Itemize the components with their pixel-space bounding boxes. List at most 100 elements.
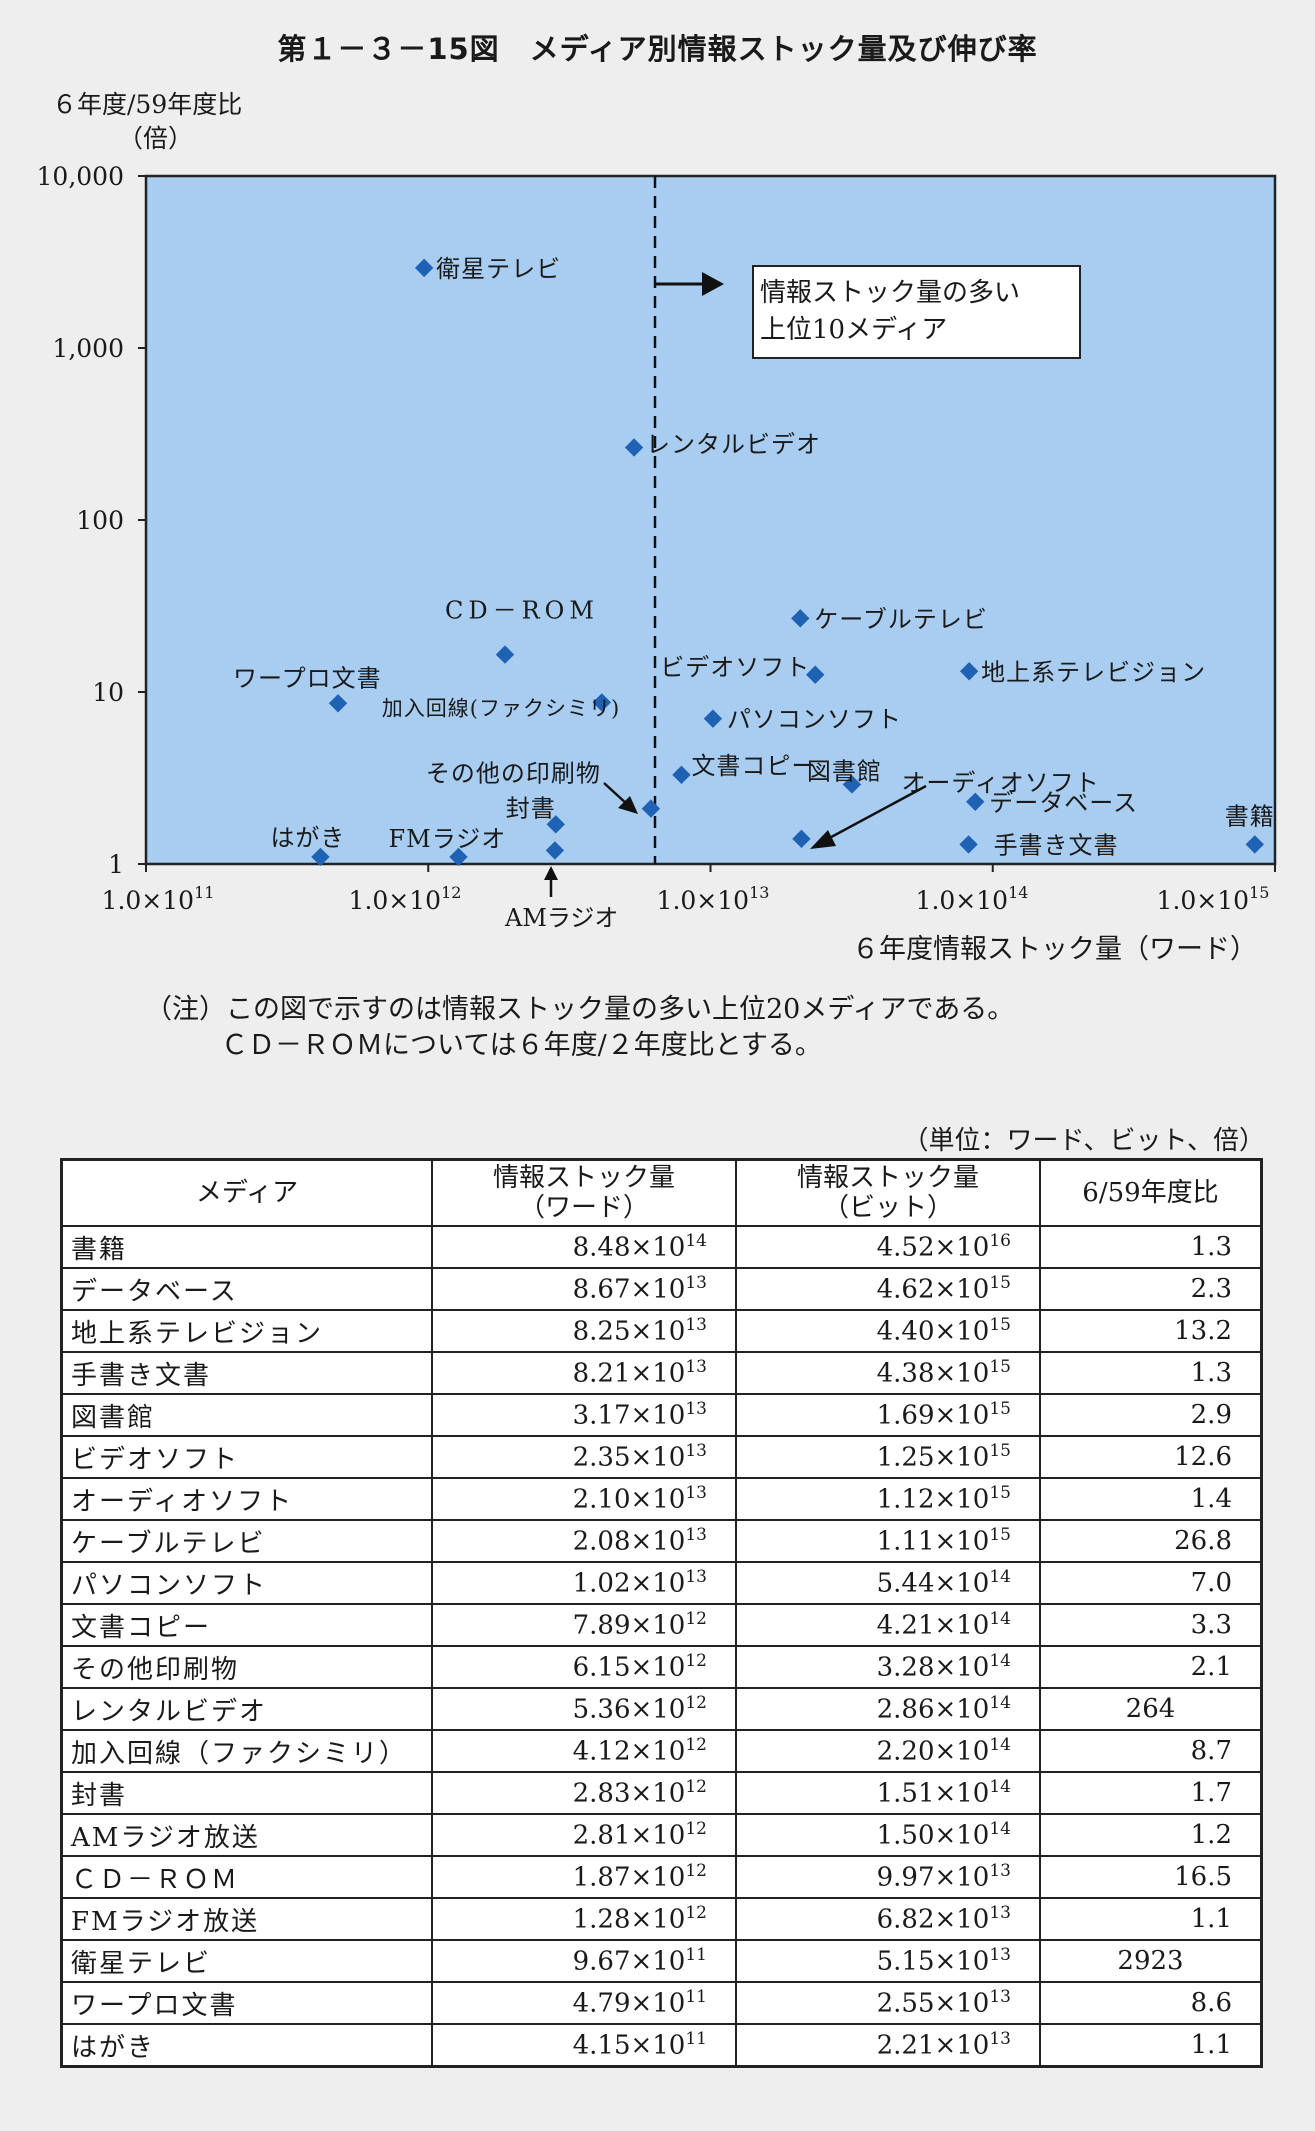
table-row: ＣＤ－ＲＯＭ 1.87×1012 9.97×1013 16.5	[60, 1855, 1263, 1899]
table-row: 衛星テレビ 9.67×1011 5.15×1013 2923	[60, 1939, 1263, 1983]
cell-words: 1.87×1012	[431, 1855, 737, 1899]
cell-bits-exponent: 14	[989, 1609, 1011, 1630]
table-row: FMラジオ放送 1.28×1012 6.82×1013 1.1	[60, 1897, 1263, 1941]
data-point	[414, 258, 434, 278]
y-tick-label: 10	[92, 678, 124, 707]
cell-words-mantissa: 9.67×10	[572, 1946, 686, 1977]
table-row: レンタルビデオ 5.36×1012 2.86×1014 264	[60, 1687, 1263, 1731]
point-label: レンタルビデオ	[646, 430, 821, 458]
cell-words-mantissa: 3.17×10	[572, 1400, 686, 1431]
table-row: ワープロ文書 4.79×1011 2.55×1013 8.6	[60, 1981, 1263, 2025]
table-row: はがき 4.15×1011 2.21×1013 1.1	[60, 2023, 1263, 2068]
cell-bits-mantissa: 6.82×10	[876, 1904, 990, 1935]
cell-words-exponent: 14	[685, 1231, 707, 1252]
cell-words: 4.79×1011	[431, 1981, 737, 2025]
cell-words: 8.25×1013	[431, 1309, 737, 1353]
cell-bits-mantissa: 1.50×10	[876, 1820, 990, 1851]
cell-bits-exponent: 15	[989, 1525, 1011, 1546]
cell-words: 1.02×1013	[431, 1561, 737, 1605]
table-row: オーディオソフト 2.10×1013 1.12×1015 1.4	[60, 1477, 1263, 1521]
cell-words: 2.35×1013	[431, 1435, 737, 1479]
cell-words: 2.10×1013	[431, 1477, 737, 1521]
cell-bits-exponent: 14	[989, 1567, 1011, 1588]
y-ticks: 1 10 100 1,000 10,000	[37, 162, 146, 879]
y-axis-label-line2: （倍）	[118, 124, 193, 153]
cell-bits: 9.97×1013	[735, 1855, 1041, 1899]
cell-bits-mantissa: 4.38×10	[876, 1358, 990, 1389]
cell-words-mantissa: 1.02×10	[572, 1568, 686, 1599]
cell-words: 2.08×1013	[431, 1519, 737, 1563]
cell-words-exponent: 13	[685, 1399, 707, 1420]
cell-bits-exponent: 14	[989, 1735, 1011, 1756]
cell-bits-exponent: 15	[989, 1441, 1011, 1462]
data-point	[791, 609, 810, 628]
cell-ratio: 13.2	[1039, 1309, 1263, 1353]
data-point	[703, 709, 723, 728]
cell-bits-mantissa: 2.86×10	[876, 1694, 990, 1725]
cell-words: 2.83×1012	[431, 1771, 737, 1815]
point-label: FMラジオ	[389, 825, 507, 853]
data-point	[311, 847, 330, 867]
cell-words-mantissa: 4.79×10	[572, 1988, 686, 2019]
cell-bits-exponent: 15	[989, 1357, 1011, 1378]
cell-bits-mantissa: 3.28×10	[876, 1652, 990, 1683]
cell-media: 地上系テレビジョン	[60, 1309, 433, 1353]
cell-bits-exponent: 13	[989, 1945, 1011, 1966]
cell-words-exponent: 13	[685, 1273, 707, 1294]
cell-ratio: 12.6	[1039, 1435, 1263, 1479]
cell-bits: 2.86×1014	[735, 1687, 1041, 1731]
table-row: AMラジオ放送 2.81×1012 1.50×1014 1.2	[60, 1813, 1263, 1857]
cell-words-mantissa: 2.08×10	[572, 1526, 686, 1557]
cell-words-exponent: 13	[685, 1483, 707, 1504]
data-point	[328, 694, 348, 713]
cell-bits-mantissa: 1.25×10	[876, 1442, 990, 1473]
cell-bits-exponent: 15	[989, 1315, 1011, 1336]
cell-media: 封書	[60, 1771, 433, 1815]
cell-media: ビデオソフト	[60, 1435, 433, 1479]
cell-bits: 5.44×1014	[735, 1561, 1041, 1605]
cell-words-exponent: 12	[685, 1651, 707, 1672]
cell-bits: 5.15×1013	[735, 1939, 1041, 1983]
table-row: 書籍 8.48×1014 4.52×1016 1.3	[60, 1225, 1263, 1269]
table-row: パソコンソフト 1.02×1013 5.44×1014 7.0	[60, 1561, 1263, 1605]
cell-words-exponent: 11	[685, 2029, 707, 2050]
point-label: 手書き文書	[994, 831, 1119, 859]
cell-ratio: 26.8	[1039, 1519, 1263, 1563]
table-row: ケーブルテレビ 2.08×1013 1.11×1015 26.8	[60, 1519, 1263, 1563]
cell-bits-mantissa: 2.55×10	[876, 1988, 990, 2019]
misc-print-arrow-head	[618, 796, 638, 814]
data-table: メディア 情報ストック量 （ワード） 情報ストック量 （ビット） 6/59年度比…	[60, 1158, 1263, 2068]
cell-ratio: 2.9	[1039, 1393, 1263, 1437]
cell-ratio: 2.3	[1039, 1267, 1263, 1311]
x-tick-label: 1.0×1012	[349, 883, 462, 915]
point-label: その他の印刷物	[426, 760, 601, 788]
cell-media: 加入回線（ファクシミリ）	[60, 1729, 433, 1773]
cell-ratio: 2.1	[1039, 1645, 1263, 1689]
cell-bits-mantissa: 4.21×10	[876, 1610, 990, 1641]
data-point	[624, 438, 644, 457]
point-label: パソコンソフト	[727, 706, 902, 734]
cell-bits-exponent: 14	[989, 1693, 1011, 1714]
cell-bits: 2.20×1014	[735, 1729, 1041, 1773]
table-row: 封書 2.83×1012 1.51×1014 1.7	[60, 1771, 1263, 1815]
cell-words: 1.28×1012	[431, 1897, 737, 1941]
cell-words-mantissa: 8.25×10	[572, 1316, 686, 1347]
cell-words: 3.17×1013	[431, 1393, 737, 1437]
cell-bits-exponent: 13	[989, 1903, 1011, 1924]
cell-words-mantissa: 6.15×10	[572, 1652, 686, 1683]
cell-ratio: 1.1	[1039, 1897, 1263, 1941]
cell-bits: 1.50×1014	[735, 1813, 1041, 1857]
data-point	[842, 775, 862, 794]
cell-words-mantissa: 1.87×10	[572, 1862, 686, 1893]
cell-words-exponent: 13	[685, 1315, 707, 1336]
cell-media: 衛星テレビ	[60, 1939, 433, 1983]
x-axis-label: ６年度情報ストック量（ワード）	[852, 934, 1257, 965]
cell-bits-exponent: 13	[989, 1987, 1011, 2008]
cell-media: レンタルビデオ	[60, 1687, 433, 1731]
cell-words-mantissa: 4.12×10	[572, 1736, 686, 1767]
cell-bits: 1.12×1015	[735, 1477, 1041, 1521]
cell-ratio: 1.3	[1039, 1225, 1263, 1269]
x-tick-label: 1.0×1013	[657, 883, 770, 915]
cell-bits: 2.55×1013	[735, 1981, 1041, 2025]
cell-words: 9.67×1011	[431, 1939, 737, 1983]
